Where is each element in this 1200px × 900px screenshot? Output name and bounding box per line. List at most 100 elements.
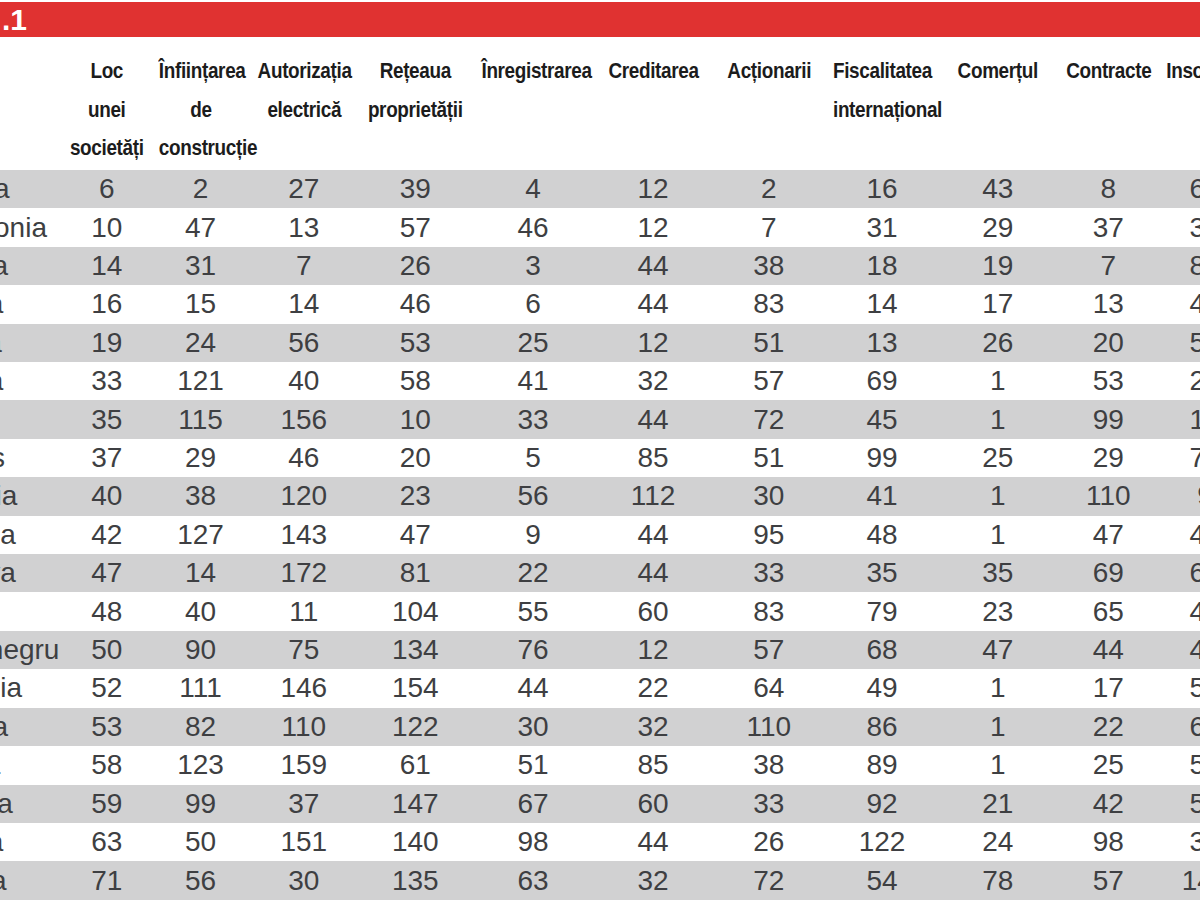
rank-value-cell: 47 xyxy=(152,214,250,242)
rank-value-cell: 24 xyxy=(152,329,250,357)
rank-value-cell: 30 xyxy=(473,713,594,741)
table-row: Slovenia40381202356112304111109 xyxy=(0,477,1200,515)
table-row: Cehia35115156103344724519915 xyxy=(0,400,1200,438)
rank-value-cell: 57 xyxy=(1057,867,1161,895)
rank-value-cell: 112 xyxy=(594,482,713,510)
rank-value-cell: 81 xyxy=(358,559,473,587)
table-row: Georgia62273941221643860 xyxy=(0,170,1200,208)
table-row: Slovacia4212714347944954814742 xyxy=(0,516,1200,554)
table-row: România521111461544422644911752 xyxy=(0,669,1200,707)
column-header-line: Înregistrarea xyxy=(481,52,585,91)
rank-value-cell: 7 xyxy=(250,252,359,280)
rank-value-cell: 27 xyxy=(250,175,359,203)
rank-value-cell: 33 xyxy=(473,406,594,434)
rank-value-cell: 33 xyxy=(713,790,826,818)
table-row: Bulgaria59993714767603392214256 xyxy=(0,785,1200,823)
column-header: Locuneisocietăți xyxy=(62,52,152,170)
rank-value-cell: 41 xyxy=(473,367,594,395)
column-header: Creditarea xyxy=(594,52,713,170)
rank-value-cell: 134 xyxy=(358,636,473,664)
rank-value-cell: 54 xyxy=(1160,329,1200,357)
rank-value-cell: 31 xyxy=(152,252,250,280)
rank-value-cell: 63 xyxy=(473,867,594,895)
rank-value-cell: 20 xyxy=(358,444,473,472)
rank-value-cell: 21 xyxy=(939,790,1057,818)
rank-value-cell: 45 xyxy=(825,406,939,434)
rank-value-cell: 145 xyxy=(1160,867,1200,895)
rank-value-cell: 19 xyxy=(939,252,1057,280)
rank-value-cell: 135 xyxy=(358,867,473,895)
rank-value-cell: 29 xyxy=(939,214,1057,242)
rank-value-cell: 30 xyxy=(1160,214,1200,242)
rank-value-cell: 48 xyxy=(825,521,939,549)
rank-value-cell: 56 xyxy=(473,482,594,510)
rank-value-cell: 9 xyxy=(1160,482,1200,510)
rank-value-cell: 23 xyxy=(358,482,473,510)
rank-value-cell: 51 xyxy=(473,751,594,779)
rank-value-cell: 33 xyxy=(62,367,152,395)
table-body: Georgia62273941221643860Macedonia1047135… xyxy=(0,170,1200,900)
rank-value-cell: 44 xyxy=(594,521,713,549)
rank-value-cell: 98 xyxy=(473,828,594,856)
rank-value-cell: 115 xyxy=(152,406,250,434)
rank-value-cell: 17 xyxy=(1057,674,1161,702)
rank-value-cell: 13 xyxy=(1057,290,1161,318)
rank-value-cell: 25 xyxy=(473,329,594,357)
rank-value-cell: 12 xyxy=(594,636,713,664)
rank-value-cell: 29 xyxy=(1057,444,1161,472)
section-title-label: .1 xyxy=(0,5,27,35)
country-name-cell: Estonia xyxy=(0,290,62,318)
rank-value-cell: 22 xyxy=(1057,713,1161,741)
column-header: Autorizațiaelectrică xyxy=(250,52,359,170)
rank-value-cell: 22 xyxy=(594,674,713,702)
rank-value-cell: 65 xyxy=(1160,713,1200,741)
rank-value-cell: 110 xyxy=(713,713,826,741)
rank-value-cell: 9 xyxy=(473,521,594,549)
column-header-line: Fiscalitatea xyxy=(833,52,931,91)
rank-value-cell: 14 xyxy=(825,290,939,318)
rank-value-cell: 12 xyxy=(594,175,713,203)
rank-value-cell: 83 xyxy=(713,290,826,318)
rank-value-cell: 44 xyxy=(594,559,713,587)
rank-value-cell: 57 xyxy=(713,367,826,395)
rank-value-cell: 39 xyxy=(358,175,473,203)
rank-value-cell: 44 xyxy=(594,252,713,280)
table-row: Letonia1924565325125113262054 xyxy=(0,324,1200,362)
column-header-line: Creditarea xyxy=(602,52,704,91)
rank-value-cell: 7 xyxy=(713,214,826,242)
rank-value-cell: 60 xyxy=(1160,175,1200,203)
rank-value-cell: 76 xyxy=(473,636,594,664)
rank-value-cell: 2 xyxy=(152,175,250,203)
rank-value-cell: 121 xyxy=(152,367,250,395)
country-name-cell: Ungaria xyxy=(0,713,62,741)
rank-value-cell: 59 xyxy=(62,790,152,818)
rank-value-cell: 40 xyxy=(62,482,152,510)
column-header-line: Rețeaua xyxy=(366,52,464,91)
rank-value-cell: 159 xyxy=(250,751,359,779)
table-row: Macedonia104713574612731293730 xyxy=(0,208,1200,246)
rank-value-cell: 63 xyxy=(62,828,152,856)
rank-value-cell: 127 xyxy=(152,521,250,549)
rank-value-cell: 50 xyxy=(152,828,250,856)
rank-value-cell: 44 xyxy=(1057,636,1161,664)
rank-value-cell: 8 xyxy=(1057,175,1161,203)
column-header-line: Contracte xyxy=(1064,52,1153,91)
country-name-cell: Ucraina xyxy=(0,867,62,895)
rank-value-cell: 1 xyxy=(939,367,1057,395)
country-name-cell: România xyxy=(0,674,62,702)
rank-value-cell: 47 xyxy=(358,521,473,549)
rank-value-cell: 44 xyxy=(594,290,713,318)
table-row: Lituania1431726344381819785 xyxy=(0,247,1200,285)
rank-value-cell: 3 xyxy=(473,252,594,280)
country-name-cell: Bulgaria xyxy=(0,790,62,818)
rank-value-cell: 25 xyxy=(1160,367,1200,395)
rank-value-cell: 56 xyxy=(152,867,250,895)
rank-value-cell: 40 xyxy=(152,598,250,626)
column-header-line: construcție xyxy=(158,129,242,168)
rank-value-cell: 10 xyxy=(62,214,152,242)
rank-value-cell: 15 xyxy=(152,290,250,318)
rank-value-cell: 42 xyxy=(1057,790,1161,818)
rank-value-cell: 11 xyxy=(250,598,359,626)
page: .1 LocuneisocietățiÎnființareadeconstruc… xyxy=(0,0,1200,900)
rank-value-cell: 7 xyxy=(1057,252,1161,280)
